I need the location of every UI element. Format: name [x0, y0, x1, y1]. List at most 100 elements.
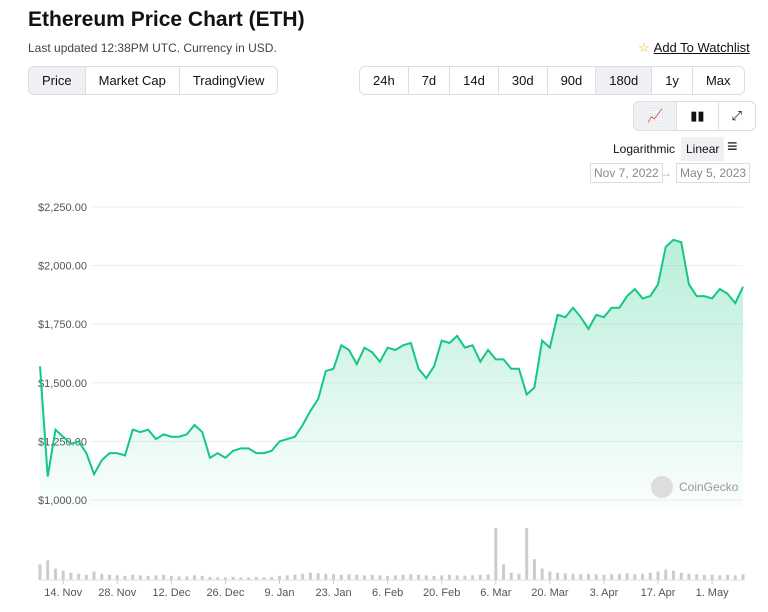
watermark: CoinGecko: [651, 476, 739, 498]
log-button[interactable]: Logarithmic: [613, 142, 676, 156]
x-tick-label: 6. Mar: [480, 587, 512, 599]
volume-bar: [517, 573, 521, 580]
volume-bar: [532, 559, 536, 580]
volume-bar: [463, 575, 467, 580]
volume-bar: [471, 575, 475, 580]
volume-bar: [38, 564, 42, 580]
button[interactable]: Market Cap: [86, 67, 180, 94]
volume-bar: [216, 577, 220, 580]
volume-bar: [301, 573, 305, 580]
x-tick-label: 3. Apr: [590, 587, 619, 599]
x-tick-label: 26. Dec: [206, 587, 244, 599]
volume-bar: [208, 576, 212, 580]
volume-bar: [664, 569, 668, 580]
volume-bar: [92, 571, 96, 580]
linear-button[interactable]: Linear: [681, 137, 725, 161]
watchlist-text: Add To Watchlist: [653, 40, 750, 55]
volume-bar: [277, 575, 281, 580]
volume-bar: [177, 576, 181, 580]
volume-bar: [100, 573, 104, 580]
volume-bar: [185, 576, 189, 580]
line-chart-button[interactable]: 📈: [634, 102, 678, 130]
volume-bar: [733, 575, 737, 580]
volume-bar: [347, 574, 351, 580]
volume-bar: [718, 575, 722, 580]
volume-bar: [548, 571, 552, 580]
date-from[interactable]: Nov 7, 2022: [590, 163, 663, 183]
watermark-text: CoinGecko: [679, 480, 739, 494]
y-tick-label: $2,250.00: [38, 202, 87, 214]
watchlist-link[interactable]: ☆ Add To Watchlist: [638, 40, 750, 56]
x-tick-label: 14. Nov: [44, 587, 82, 599]
x-tick-label: 28. Nov: [98, 587, 136, 599]
volume-bar: [424, 575, 428, 580]
volume-bar: [84, 574, 88, 580]
volume-bar: [370, 574, 374, 580]
date-to[interactable]: May 5, 2023: [676, 163, 751, 183]
volume-bar: [556, 572, 560, 580]
volume-bar: [200, 575, 204, 580]
volume-bar: [633, 574, 637, 580]
volume-bar: [231, 576, 235, 580]
button[interactable]: 30d: [499, 67, 548, 94]
volume-bar: [162, 574, 166, 580]
volume-bar: [355, 574, 359, 580]
volume-bar: [610, 574, 614, 580]
chart: $1,000.00$1,250.00$1,500.00$1,750.00$2,0…: [38, 202, 745, 599]
button[interactable]: 1y: [652, 67, 693, 94]
volume-bar: [409, 574, 413, 580]
x-tick-label: 17. Apr: [641, 587, 676, 599]
button[interactable]: 24h: [360, 67, 409, 94]
volume-bar: [339, 574, 343, 580]
button[interactable]: TradingView: [192, 73, 265, 88]
volume-bar: [641, 573, 645, 580]
volume-bar: [378, 575, 382, 580]
volume-bar: [262, 577, 266, 580]
y-tick-label: $1,750.00: [38, 319, 87, 331]
volume-bar: [393, 575, 397, 580]
volume-bar: [53, 568, 57, 580]
volume-bar: [46, 560, 50, 580]
fullscreen-button[interactable]: ⤢: [731, 108, 742, 123]
price-line: [39, 238, 744, 477]
volume-bar: [579, 574, 583, 580]
arrow: →: [660, 166, 672, 180]
volume-bar: [293, 574, 297, 580]
button[interactable]: Max: [705, 73, 731, 88]
button[interactable]: 7d: [409, 67, 451, 94]
button[interactable]: Price: [29, 67, 86, 94]
volume-bar: [239, 577, 243, 580]
volume-bar: [417, 574, 421, 580]
volume-bar: [486, 574, 490, 580]
volume-bar: [478, 574, 482, 580]
volume-bar: [432, 575, 436, 580]
y-tick-label: $1,500.00: [38, 378, 87, 390]
x-tick-label: 20. Mar: [531, 587, 569, 599]
volume-bar: [695, 574, 699, 580]
button[interactable]: 180d: [596, 67, 653, 94]
x-tick-label: 12. Dec: [152, 587, 190, 599]
subtitle: Last updated 12:38PM UTC. Currency in US…: [28, 41, 277, 55]
volume-bar: [455, 575, 459, 580]
star-icon: ☆: [638, 40, 650, 55]
volume-bar: [123, 575, 127, 580]
x-tick-label: 6. Feb: [372, 587, 403, 599]
candle-button[interactable]: ▮▮: [677, 102, 719, 130]
volume-bar: [509, 572, 513, 580]
volume-bar: [679, 572, 683, 580]
volume-bar: [525, 528, 529, 580]
menu-icon[interactable]: ≡: [727, 136, 738, 156]
volume-bar: [625, 573, 629, 580]
button[interactable]: 90d: [548, 67, 597, 94]
volume-bar: [494, 528, 498, 580]
volume-bar: [447, 574, 451, 580]
volume-bar: [602, 574, 606, 580]
volume-bar: [154, 575, 158, 580]
area: [40, 239, 743, 508]
volume-bar: [247, 577, 251, 580]
volume-bar: [308, 572, 312, 580]
volume-bar: [316, 573, 320, 580]
button[interactable]: 14d: [450, 67, 499, 94]
x-tick-label: 1. May: [696, 587, 730, 599]
